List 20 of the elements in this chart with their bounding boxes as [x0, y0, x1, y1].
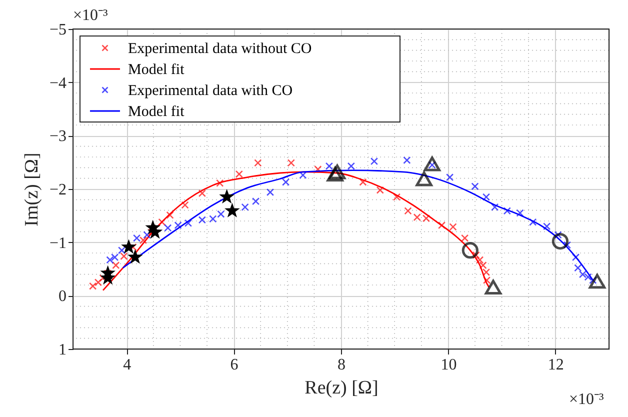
text: ×10⁻³	[73, 7, 108, 24]
y-tick-label: −2	[49, 182, 66, 198]
x-tick-label: 8	[338, 356, 346, 374]
y-tick-label: 1	[58, 342, 66, 358]
x-tick-label: 12	[548, 356, 564, 374]
x-tick-label: 4	[123, 356, 132, 374]
y-tick-label: −4	[49, 74, 66, 92]
y-tick-label: −3	[49, 128, 66, 146]
legend-label: Experimental data without CO	[128, 41, 312, 57]
x-tick-label: 10	[440, 356, 457, 374]
y-tick-label: 0	[58, 288, 66, 306]
legend-label: Experimental data with CO	[128, 83, 293, 99]
y-tick-label: −1	[49, 234, 66, 252]
x-tick-label: 6	[230, 356, 238, 374]
text: ×10⁻³	[569, 391, 604, 408]
legend-label: Model fit	[128, 104, 186, 120]
legend-label: Model fit	[128, 62, 186, 78]
x-axis-title: Re(z) [Ω]	[304, 378, 378, 398]
y-axis-title: Im(z) [Ω]	[21, 152, 42, 226]
y-tick-label: −5	[49, 22, 66, 38]
